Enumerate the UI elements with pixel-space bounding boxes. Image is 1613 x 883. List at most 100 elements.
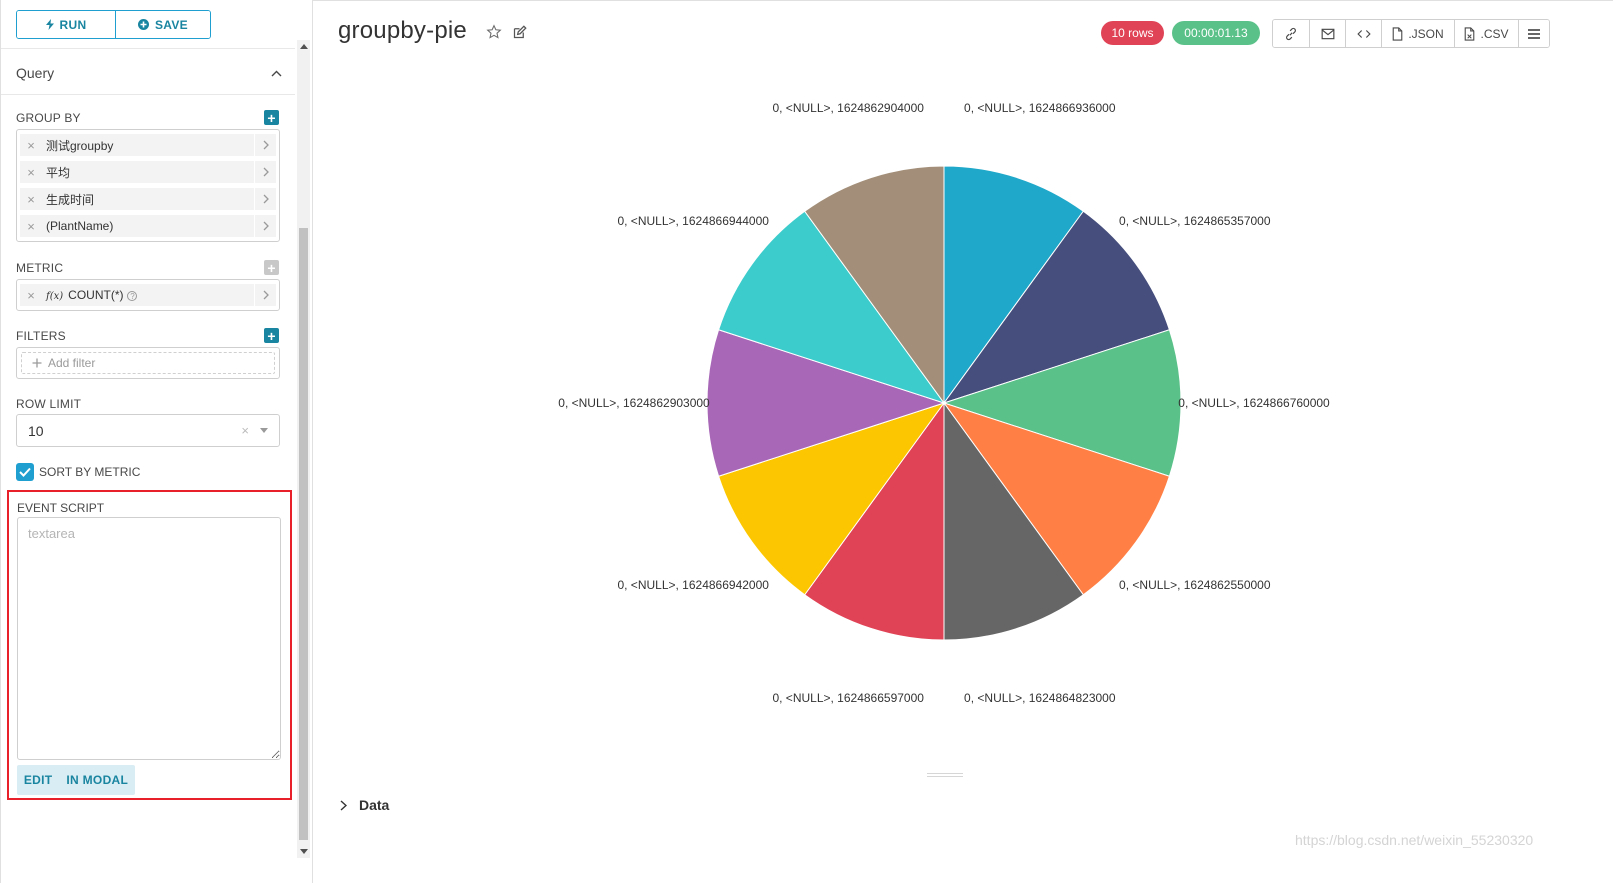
data-section-toggle[interactable]: Data [340, 797, 389, 813]
remove-icon[interactable]: × [27, 164, 35, 180]
scrollbar-thumb[interactable] [299, 228, 308, 840]
pie-slice-label: 0, <NULL>, 1624862903000 [558, 396, 710, 410]
event-script-textarea[interactable] [17, 517, 281, 760]
pie-slice[interactable] [942, 329, 1182, 477]
add-filter-label: Add filter [48, 356, 96, 370]
pie-slice-label: 0, <NULL>, 1624862550000 [1119, 578, 1271, 592]
envelope-icon [1321, 28, 1334, 39]
function-icon: f(x) [46, 291, 64, 302]
group-by-label: GROUP BY [16, 111, 81, 125]
row-limit-select[interactable]: 10 × [16, 414, 280, 447]
pie-slice[interactable] [717, 210, 946, 404]
panel-scrollbar[interactable] [297, 40, 310, 858]
file-icon [1393, 26, 1403, 41]
export-csv-button[interactable]: .CSV [1454, 20, 1518, 47]
main-top-border [313, 0, 1613, 1]
edit-label: EDIT [23, 773, 53, 787]
group-by-tag: × 生成时间 [20, 188, 276, 210]
file-csv-icon [1465, 26, 1475, 41]
filters-box: Add filter [16, 347, 280, 379]
chart-toolbar: .JSON .CSV [1272, 19, 1550, 48]
chevron-right-icon[interactable] [254, 188, 276, 210]
metric-select[interactable]: × f(x) COUNT(*)? [16, 279, 280, 311]
pie-slice[interactable] [942, 210, 1171, 404]
pie-slice-label: 0, <NULL>, 1624866936000 [964, 101, 1116, 115]
row-limit-value: 10 [28, 422, 44, 439]
divider [1, 94, 295, 95]
add-filter-plus-button[interactable]: + [264, 328, 279, 343]
add-filter-button[interactable]: Add filter [21, 352, 275, 374]
pie-slice-label: 0, <NULL>, 1624864823000 [964, 691, 1116, 705]
query-title: Query [16, 65, 55, 81]
group-by-tag-label: (PlantName) [46, 219, 114, 233]
more-menu-button[interactable] [1518, 20, 1549, 47]
pie-chart[interactable]: 0, <NULL>, 1624866936000 0, <NULL>, 16248… [313, 60, 1613, 760]
in-modal-label: IN MODAL [66, 773, 129, 787]
scroll-down-icon[interactable] [300, 849, 308, 854]
resize-handle[interactable] [927, 773, 963, 779]
chart-title[interactable]: groupby-pie [338, 17, 467, 44]
pie-slice-label: 0, <NULL>, 1624865357000 [1119, 214, 1271, 228]
add-metric-button[interactable]: + [264, 260, 279, 275]
group-by-tag-label: 测试groupby [46, 138, 114, 153]
group-by-tag: × (PlantName) [20, 215, 276, 237]
chevron-right-icon[interactable] [254, 134, 276, 156]
pie-slice-label: 0, <NULL>, 1624866942000 [617, 578, 769, 592]
group-by-tag-label: 生成时间 [46, 192, 95, 207]
pie-slice[interactable] [706, 329, 946, 477]
group-by-tag-label: 平均 [46, 165, 71, 180]
event-script-label: EVENT SCRIPT [17, 501, 105, 515]
pie-slice[interactable] [943, 401, 1085, 641]
remove-icon[interactable]: × [27, 137, 35, 153]
metric-tag-label: f(x) COUNT(*)? [42, 288, 254, 302]
filters-label: FILTERS [16, 329, 66, 343]
remove-icon[interactable]: × [27, 218, 35, 234]
run-button[interactable]: RUN [17, 11, 115, 38]
watermark: https://blog.csdn.net/weixin_55230320 [1295, 832, 1534, 848]
add-group-by-button[interactable]: + [264, 110, 279, 125]
chevron-right-icon[interactable] [254, 215, 276, 237]
caret-down-icon[interactable] [260, 428, 268, 433]
pie-slice-label: 0, <NULL>, 1624866597000 [772, 691, 924, 705]
star-icon[interactable] [486, 24, 502, 40]
group-by-tag: × 测试groupby [20, 134, 276, 156]
embed-code-button[interactable] [1345, 20, 1381, 47]
pie-slice[interactable] [942, 402, 1171, 596]
edit-in-modal-button[interactable]: EDIT IN MODAL [17, 765, 135, 795]
bolt-icon [45, 19, 54, 30]
sort-by-metric-label: SORT BY METRIC [39, 465, 141, 479]
pie-slice[interactable] [717, 402, 946, 596]
pie-slice[interactable] [943, 165, 1085, 405]
help-icon[interactable]: ? [127, 291, 138, 301]
group-by-tag: × 平均 [20, 161, 276, 183]
row-count-badge: 10 rows [1101, 21, 1164, 45]
scroll-up-icon[interactable] [300, 44, 308, 49]
clear-icon[interactable]: × [241, 423, 249, 438]
divider [1, 48, 295, 49]
csv-label: .CSV [1480, 26, 1509, 41]
export-json-button[interactable]: .JSON [1381, 20, 1454, 47]
link-icon [1286, 27, 1296, 40]
chevron-right-icon[interactable] [254, 161, 276, 183]
pie-slice[interactable] [803, 165, 945, 405]
edit-icon[interactable] [512, 24, 527, 40]
pie-slice[interactable] [803, 401, 945, 641]
pie-slice-label: 0, <NULL>, 1624862904000 [772, 101, 924, 115]
share-link-button[interactable] [1273, 20, 1309, 47]
remove-icon[interactable]: × [27, 191, 35, 207]
chevron-up-icon[interactable] [271, 70, 282, 77]
remove-icon[interactable]: × [27, 287, 35, 303]
group-by-select[interactable]: × 测试groupby × 平均 × 生成时间 × (PlantName) [16, 129, 280, 242]
json-label: .JSON [1408, 26, 1444, 41]
metric-name: COUNT(*) [68, 288, 124, 302]
checkmark-icon [19, 467, 31, 477]
run-label: RUN [59, 17, 87, 32]
save-button[interactable]: SAVE [115, 11, 210, 38]
data-section-label: Data [359, 797, 390, 813]
plus-icon [32, 358, 42, 368]
email-button[interactable] [1309, 20, 1345, 47]
sort-by-metric-checkbox[interactable] [16, 463, 34, 481]
chevron-right-icon[interactable] [254, 284, 276, 306]
metric-tag: × f(x) COUNT(*)? [20, 284, 276, 306]
query-section-header[interactable]: Query [16, 62, 282, 84]
